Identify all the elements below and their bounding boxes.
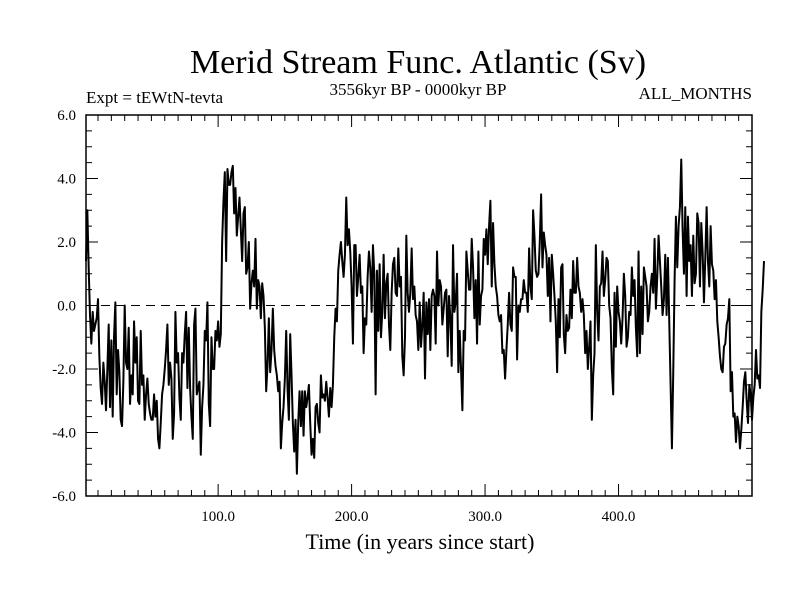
y-tick-label: 0.0 [57, 299, 76, 315]
plot-frame [85, 114, 753, 497]
x-tick-label: 200.0 [335, 509, 369, 525]
axis-ticks [86, 114, 753, 497]
chart-title: Merid Stream Func. Atlantic (Sv) [190, 44, 646, 81]
x-tick-label: 400.0 [602, 509, 636, 525]
y-tick-label: 4.0 [57, 172, 76, 188]
series-line [85, 158, 766, 475]
y-tick-label: -6.0 [52, 489, 76, 505]
x-axis-label: Time (in years since start) [306, 529, 535, 554]
y-tick-label: -2.0 [52, 362, 76, 378]
axis-tick-labels: 100.0 200.0 300.0 400.0 -6.0 -4.0 -2.0 0.0 2.0 4.… [52, 108, 635, 525]
y-tick-label: 2.0 [57, 235, 76, 251]
x-tick-label: 300.0 [468, 509, 502, 525]
expt-label: Expt = tEWtN-tevta [86, 88, 224, 107]
x-tick-label: 100.0 [201, 509, 235, 525]
y-tick-label: 6.0 [57, 108, 76, 124]
months-label: ALL_MONTHS [639, 84, 752, 103]
time-range-label: 3556kyr BP - 0000kyr BP [330, 80, 507, 99]
y-tick-label: -4.0 [52, 426, 76, 442]
